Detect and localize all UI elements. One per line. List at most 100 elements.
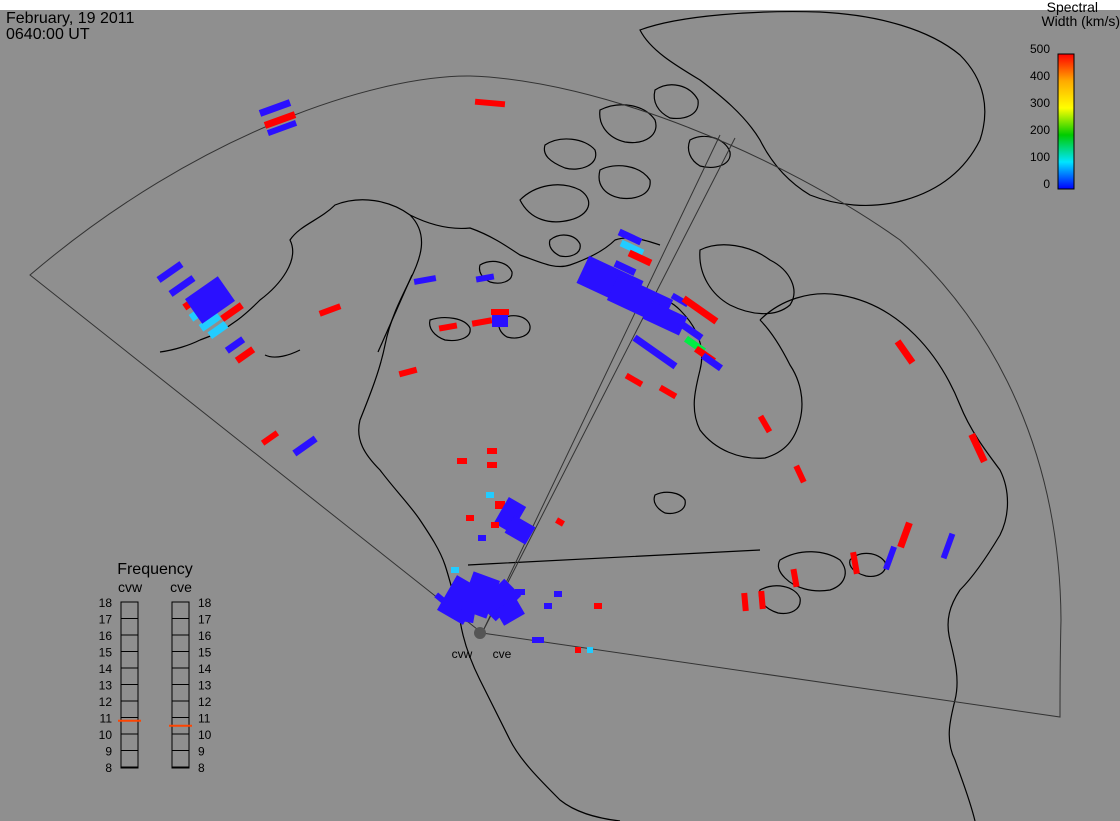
backscatter-cell [260, 430, 280, 446]
colorbar-tick-label: 500 [1030, 42, 1050, 56]
backscatter-cell [741, 592, 749, 612]
frequency-tick-right: 13 [198, 679, 212, 693]
backscatter-cell [544, 603, 552, 609]
backscatter-cell [619, 239, 645, 257]
backscatter-cell [220, 302, 244, 322]
colorbar-tick-label: 300 [1030, 96, 1050, 110]
backscatter-cell [554, 591, 562, 597]
coastlines [159, 10, 1009, 821]
backscatter-cell [398, 366, 418, 378]
colorbar-ticks: 500 400 300 200 100 0 [1030, 42, 1050, 191]
backscatter-cell [624, 372, 644, 388]
frequency-tick-right: 9 [198, 745, 205, 759]
backscatter-cell [491, 522, 499, 528]
backscatter-cell [532, 637, 544, 643]
backscatter-cell [495, 598, 525, 626]
frequency-tick-right: 15 [198, 646, 212, 660]
backscatter-cell [459, 600, 477, 624]
backscatter-cell [466, 515, 474, 521]
frequency-label-cve: cve [170, 579, 192, 595]
station-label-cvw: cvw [452, 647, 473, 661]
frequency-tick-left: 9 [105, 745, 112, 759]
backscatter-cell [676, 319, 704, 341]
political-boundaries [377, 274, 761, 566]
backscatter-cell [487, 448, 497, 454]
backscatter-cell [451, 567, 459, 573]
station-label-cve: cve [493, 647, 512, 661]
backscatter-cell [658, 384, 678, 400]
backscatter-cell [757, 414, 773, 434]
backscatter-cell [515, 589, 525, 595]
frequency-label-cvw: cvw [118, 579, 143, 595]
backscatter-cell [642, 300, 688, 336]
frequency-tick-left: 14 [99, 662, 113, 676]
backscatter-cell [234, 346, 256, 364]
radar-site-marker [474, 627, 486, 639]
frequency-tick-left: 18 [99, 596, 113, 610]
backscatter-cell [292, 435, 318, 457]
backscatter-cell [258, 99, 292, 117]
backscatter-cell [493, 497, 527, 533]
backscatter-cell [587, 647, 593, 653]
backscatter-cell [413, 275, 437, 285]
backscatter-cell [670, 292, 690, 308]
backscatter-cell [156, 261, 184, 283]
backscatter-cell [224, 336, 246, 354]
frequency-tick-right: 17 [198, 613, 212, 627]
backscatter-cell [883, 545, 897, 571]
backscatter-cell [681, 295, 719, 325]
backscatter-cell [790, 568, 800, 588]
backscatter-cell [504, 515, 536, 545]
time-label: 0640:00 UT [6, 26, 90, 43]
date-label: February, 19 2011 [6, 10, 135, 27]
frequency-tick-left: 16 [99, 629, 113, 643]
colorbar-title-line2: Width (km/s) [1041, 13, 1120, 29]
frequency-tick-right: 18 [198, 596, 212, 610]
backscatter-cell [475, 273, 495, 283]
backscatter-cell [700, 352, 724, 372]
backscatter-cell [457, 458, 467, 464]
backscatter-cell [487, 462, 497, 468]
backscatter-cell [318, 303, 342, 317]
backscatter-cell [491, 309, 509, 315]
radar-stations: cvw cve [452, 627, 512, 661]
backscatter-cell [897, 521, 913, 549]
frequency-tick-left: 13 [99, 679, 113, 693]
frequency-tick-right: 16 [198, 629, 212, 643]
colorbar-tick-label: 0 [1043, 177, 1050, 191]
backscatter-cell [168, 275, 196, 297]
frequency-ticks: 18 18 17 17 16 16 15 15 14 14 13 13 12 12 11 11 10 10 9 9 8 8 [99, 596, 212, 775]
frequency-tick-left: 17 [99, 613, 113, 627]
colorbar-tick-label: 100 [1030, 150, 1050, 164]
colorbar-tick-label: 400 [1030, 69, 1050, 83]
backscatter-cell [495, 501, 505, 509]
backscatter-cell [263, 111, 297, 129]
frequency-tick-left: 10 [99, 728, 113, 742]
map-background [0, 10, 1120, 821]
frequency-tick-right: 11 [198, 712, 211, 726]
backscatter-cell [575, 647, 581, 653]
backscatter-cell [613, 260, 637, 276]
backscatter-cell [850, 551, 860, 575]
frequency-tick-right: 14 [198, 662, 212, 676]
backscatter-cell [968, 432, 988, 464]
frequency-tick-left: 8 [105, 761, 112, 775]
colorbar-gradient [1057, 53, 1075, 190]
backscatter-cell [185, 276, 235, 324]
colorbar-title-line1: Spectral [1047, 0, 1098, 15]
backscatter-cell [478, 535, 486, 541]
backscatter-cell [198, 312, 222, 332]
frequency-panel: Frequency cvw cve 18 18 17 17 16 16 15 15 14 14 13… [99, 561, 212, 775]
backscatter-cell [594, 603, 602, 609]
backscatter-cell [627, 249, 653, 267]
backscatter-cell [486, 492, 494, 498]
backscatter-cell [438, 322, 458, 332]
frequency-tick-left: 11 [100, 712, 113, 726]
colorbar-tick-label: 200 [1030, 123, 1050, 137]
backscatter-cell [474, 98, 506, 108]
backscatter-cell [894, 339, 916, 365]
backscatter-cell [632, 334, 678, 370]
frequency-tick-right: 8 [198, 761, 205, 775]
